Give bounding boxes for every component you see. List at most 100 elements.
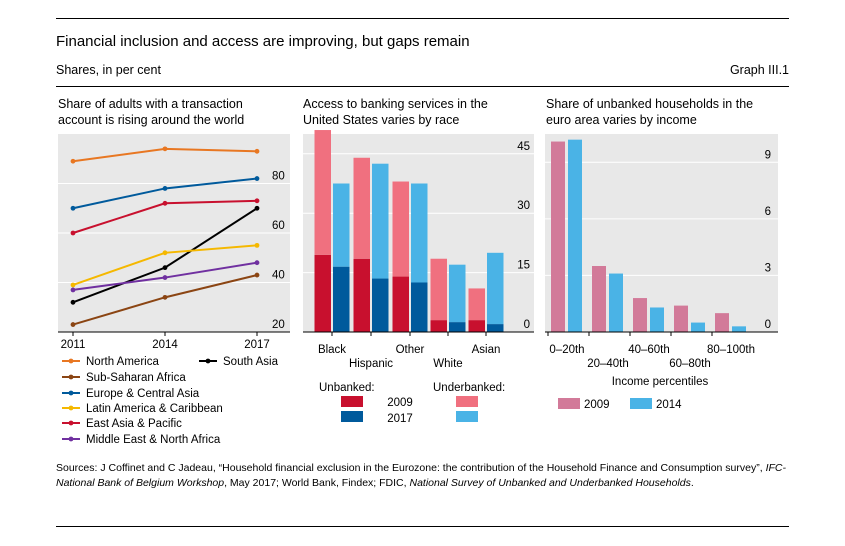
right-x-tick-80-100th: 80–100th: [707, 344, 755, 356]
bar-other-underbanked-2009: [392, 181, 409, 277]
middle-x-tick-asian: Asian: [472, 344, 501, 356]
bar-0-20th-2014: [568, 139, 582, 332]
bar-black-unbanked-2017: [333, 266, 350, 332]
bar-asian-underbanked-2017: [487, 252, 504, 325]
bar-white-underbanked-2009: [430, 258, 447, 321]
right-y-tick-9: 9: [765, 149, 771, 161]
bar-0-20th-2009: [551, 141, 565, 332]
legend-year-2017: 2017: [387, 413, 413, 425]
left-panel-title-line1: Share of adults with a transaction: [58, 97, 243, 111]
right-panel-title-line2: euro area varies by income: [546, 113, 697, 127]
legend-swatch-unbanked-2017: [341, 411, 363, 422]
middle-x-tick-other: Other: [396, 344, 425, 356]
header-rule: [56, 86, 789, 87]
legend-marker-sub-saharan-africa: [68, 374, 74, 380]
left-y-tick-20: 20: [272, 319, 285, 331]
bar-white-unbanked-2009: [430, 320, 447, 332]
point-latin-america-caribbean-2011: [70, 282, 76, 288]
legend-unbanked-label: Unbanked:: [319, 382, 375, 394]
legend-marker-europe-central-asia: [68, 390, 74, 396]
point-middle-east-north-africa-2011: [70, 287, 76, 293]
legend-label-europe-central-asia: Europe & Central Asia: [86, 388, 200, 400]
legend-label-east-asia-pacific: East Asia & Pacific: [86, 418, 182, 430]
bar-other-unbanked-2009: [392, 276, 409, 332]
bar-40-60th-2009: [633, 298, 647, 332]
left-x-tick-2014: 2014: [152, 339, 178, 351]
legend-label-sub-saharan-africa: Sub-Saharan Africa: [86, 372, 186, 384]
point-middle-east-north-africa-2017: [254, 260, 260, 266]
bottom-rule: [56, 526, 789, 527]
legend-year-2009: 2009: [387, 397, 413, 409]
page-title: Financial inclusion and access are impro…: [56, 33, 470, 50]
right-x-tick-60-80th: 60–80th: [669, 358, 711, 370]
middle-panel-title-line1: Access to banking services in the: [303, 97, 488, 111]
point-latin-america-caribbean-2017: [254, 242, 260, 248]
left-panel-title: Share of adults with a transaction accou…: [58, 96, 244, 128]
bar-20-40th-2009: [592, 266, 606, 332]
point-sub-saharan-africa-2011: [70, 322, 76, 327]
right-x-tick-0-20th: 0–20th: [549, 344, 584, 356]
bar-20-40th-2014: [609, 273, 623, 332]
legend-marker-south-asia: [205, 358, 211, 364]
legend-label-middle-east-north-africa: Middle East & North Africa: [86, 434, 221, 446]
left-y-tick-60: 60: [272, 220, 285, 232]
sources-italic-1: IFC-National Bank of Belgium Workshop: [56, 462, 786, 489]
point-europe-central-asia-2011: [70, 205, 76, 211]
left-panel-title-line2: account is rising around the world: [58, 113, 245, 127]
point-middle-east-north-africa-2014: [162, 275, 168, 280]
point-south-asia-2017: [254, 205, 260, 211]
middle-x-tick-white: White: [433, 358, 462, 370]
point-sub-saharan-africa-2017: [254, 272, 260, 278]
point-north-america-2011: [70, 158, 76, 164]
bar-other-unbanked-2017: [411, 282, 428, 332]
sources-note: Sources: J Coffinet and C Jadeau, “House…: [56, 461, 791, 491]
middle-y-tick-0: 0: [524, 319, 530, 331]
legend-marker-north-america: [68, 358, 74, 364]
bar-black-unbanked-2009: [314, 254, 331, 332]
middle-x-tick-black: Black: [318, 344, 346, 356]
legend-swatch-2009: [558, 398, 580, 409]
sources-italic-2: National Survey of Unbanked and Underban…: [409, 477, 691, 489]
right-y-tick-3: 3: [765, 262, 771, 274]
graph-number: Graph III.1: [729, 63, 789, 77]
bar-hispanic-underbanked-2017: [372, 163, 389, 279]
middle-panel-title: Access to banking services in the United…: [303, 96, 488, 128]
legend-underbanked-label: Underbanked:: [433, 382, 505, 394]
bar-hispanic-unbanked-2009: [353, 258, 370, 332]
point-east-asia-pacific-2014: [162, 200, 168, 206]
middle-x-tick-hispanic: Hispanic: [349, 358, 393, 370]
right-y-tick-0: 0: [765, 319, 771, 331]
legend-marker-east-asia-pacific: [68, 420, 74, 426]
point-south-asia-2014: [162, 265, 168, 271]
bar-white-unbanked-2017: [449, 322, 466, 332]
legend-marker-middle-east-north-africa: [68, 436, 74, 442]
legend-label-north-america: North America: [86, 356, 159, 368]
left-y-tick-80: 80: [272, 171, 285, 183]
left-x-tick-2011: 2011: [61, 339, 86, 351]
point-east-asia-pacific-2017: [254, 198, 260, 204]
bar-asian-underbanked-2009: [468, 288, 485, 321]
bar-black-underbanked-2009: [314, 130, 331, 255]
right-panel-title: Share of unbanked households in the euro…: [546, 96, 753, 128]
right-x-axis-label: Income percentiles: [612, 376, 709, 388]
point-europe-central-asia-2014: [162, 186, 168, 191]
right-y-tick-6: 6: [765, 206, 771, 218]
bar-60-80th-2009: [674, 305, 688, 332]
bar-asian-unbanked-2017: [487, 324, 504, 332]
bar-40-60th-2014: [650, 307, 664, 332]
page-subtitle: Shares, in per cent: [56, 63, 161, 77]
point-north-america-2014: [162, 146, 168, 152]
legend-swatch-underbanked-2009: [456, 396, 478, 407]
point-south-asia-2011: [70, 299, 76, 305]
point-east-asia-pacific-2011: [70, 230, 76, 236]
bar-asian-unbanked-2009: [468, 320, 485, 332]
bar-white-underbanked-2017: [449, 264, 466, 323]
bar-80-100th-2014: [732, 326, 746, 332]
middle-y-tick-30: 30: [517, 200, 530, 212]
point-latin-america-caribbean-2014: [162, 250, 168, 256]
bar-hispanic-unbanked-2017: [372, 278, 389, 332]
legend-label-2009: 2009: [584, 399, 610, 411]
